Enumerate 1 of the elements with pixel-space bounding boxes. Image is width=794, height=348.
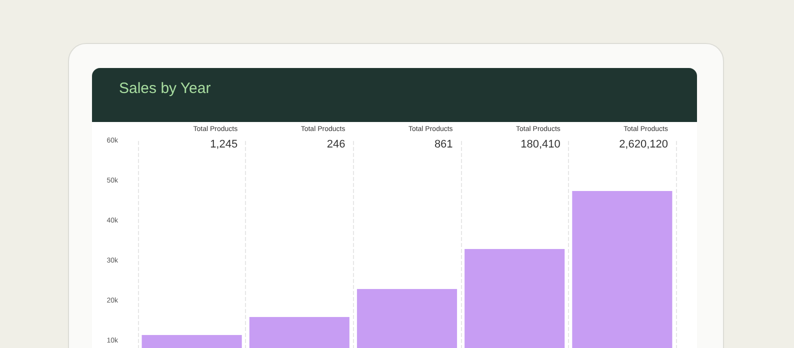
chart-title: Sales by Year (119, 80, 211, 97)
